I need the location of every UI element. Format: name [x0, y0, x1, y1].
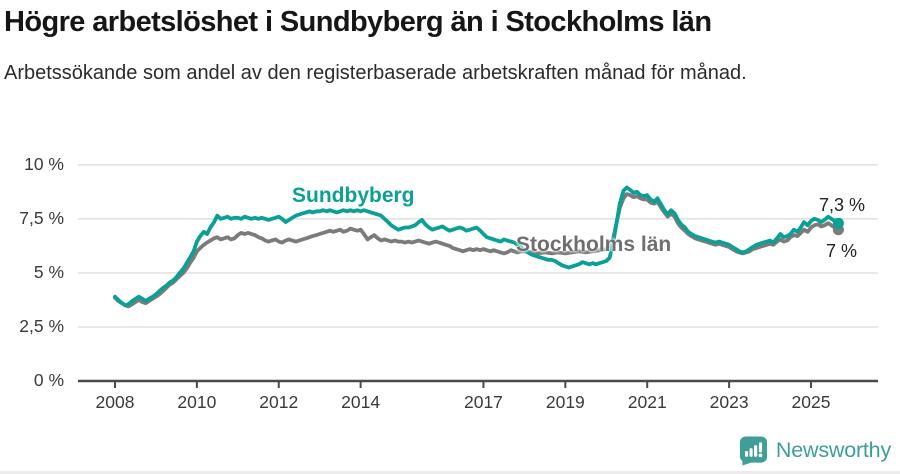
- x-axis-tick-label: 2021: [627, 392, 667, 412]
- y-axis-tick-label: 10 %: [24, 153, 64, 174]
- x-axis-tick-label: 2012: [259, 392, 299, 412]
- newsworthy-logo-icon: [739, 436, 767, 466]
- y-axis-tick-label: 5 %: [33, 261, 64, 282]
- x-axis-tick-label: 2025: [791, 392, 831, 412]
- end-value-label-stockholms-lan: 7 %: [826, 241, 858, 261]
- chart-title: Högre arbetslöshet i Sundbyberg än i Sto…: [4, 6, 712, 38]
- y-axis-tick-label: 0 %: [33, 370, 64, 391]
- y-axis-tick-label: 2,5 %: [19, 316, 64, 337]
- series-end-dot-sundbyberg: [832, 217, 844, 229]
- x-axis-tick-label: 2014: [341, 392, 381, 412]
- chart-subtitle: Arbetssökande som andel av den registerb…: [4, 62, 747, 85]
- x-axis-tick-label: 2010: [177, 392, 217, 412]
- newsworthy-logo: Newsworthy: [738, 435, 891, 466]
- newsworthy-brand-text: Newsworthy: [775, 438, 891, 462]
- series-line-sundbyberg: [113, 185, 841, 308]
- x-axis-tick-label: 2008: [95, 392, 135, 412]
- chart-header: Högre arbetslöshet i Sundbyberg än i Sto…: [4, 6, 884, 87]
- x-axis-tick-label: 2017: [463, 392, 503, 412]
- x-axis-tick-label: 2019: [545, 392, 585, 412]
- series-label-sundbyberg: Sundbyberg: [292, 184, 415, 207]
- series-label-stockholms-lan: Stockholms län: [516, 233, 672, 256]
- y-axis-tick-label: 7,5 %: [19, 207, 64, 228]
- end-value-label-sundbyberg: 7,3 %: [819, 195, 866, 215]
- x-axis-tick-label: 2023: [709, 392, 749, 412]
- series-line-stockholms-lan: [113, 192, 841, 309]
